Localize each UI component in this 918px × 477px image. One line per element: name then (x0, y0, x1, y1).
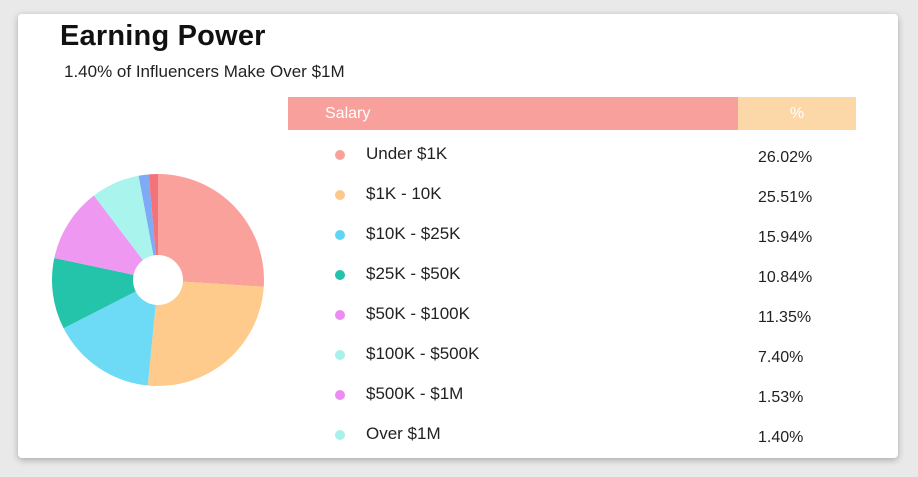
column-header-salary: Salary (288, 97, 738, 130)
donut-chart (51, 174, 264, 387)
legend-label: Over $1M (366, 424, 441, 443)
data-label: 25.51% (758, 189, 813, 206)
legend-label: $1K - 10K (366, 184, 442, 203)
legend-label: $25K - $50K (366, 264, 461, 283)
legend-label: $100K - $500K (366, 344, 480, 363)
chart-title: Earning Power (60, 20, 266, 52)
donut-hole (133, 255, 183, 305)
chart-subtitle: 1.40% of Influencers Make Over $1M (64, 62, 345, 81)
pie-slice (147, 280, 264, 387)
legend-swatch (335, 150, 345, 160)
data-label: 10.84% (758, 269, 813, 286)
legend-swatch (335, 390, 345, 400)
pie-slice (158, 174, 264, 287)
legend-swatch (335, 190, 345, 200)
pie-slice (93, 175, 158, 280)
data-label: 7.40% (758, 349, 804, 366)
table-row: Over $1M 1.40% (288, 416, 856, 456)
legend-swatch (335, 270, 345, 280)
pie-slice (63, 280, 159, 386)
pie-slice (51, 258, 158, 329)
pie-slice (54, 195, 158, 280)
legend-label: $50K - $100K (366, 304, 470, 323)
column-header-percent: % (738, 97, 856, 130)
earning-power-card: Earning Power 1.40% of Influencers Make … (18, 14, 898, 458)
legend-swatch (335, 310, 345, 320)
legend-label: Under $1K (366, 144, 448, 163)
legend-label: $500K - $1M (366, 384, 464, 403)
table-row: $500K - $1M 1.53% (288, 376, 856, 416)
legend-swatch (335, 430, 345, 440)
data-label: 1.40% (758, 429, 804, 446)
data-label: 1.53% (758, 389, 804, 406)
table-row: $1K - 10K 25.51% (288, 176, 856, 216)
legend-label: $10K - $25K (366, 224, 461, 243)
table-row: $25K - $50K 10.84% (288, 256, 856, 296)
data-label: 15.94% (758, 229, 813, 246)
table-row: $10K - $25K 15.94% (288, 216, 856, 256)
data-label: 11.35% (758, 309, 812, 326)
table-header: Salary % (288, 97, 856, 130)
pie-slice (138, 174, 158, 280)
table-row: $50K - $100K 11.35% (288, 296, 856, 336)
legend-swatch (335, 230, 345, 240)
pie-slice (148, 174, 158, 280)
legend-table: Under $1K 26.02% $1K - 10K 25.51% $10K - $25… (288, 136, 856, 456)
data-label: 26.02% (758, 149, 813, 166)
table-row: Under $1K 26.02% (288, 136, 856, 176)
legend-swatch (335, 350, 345, 360)
table-row: $100K - $500K 7.40% (288, 336, 856, 376)
